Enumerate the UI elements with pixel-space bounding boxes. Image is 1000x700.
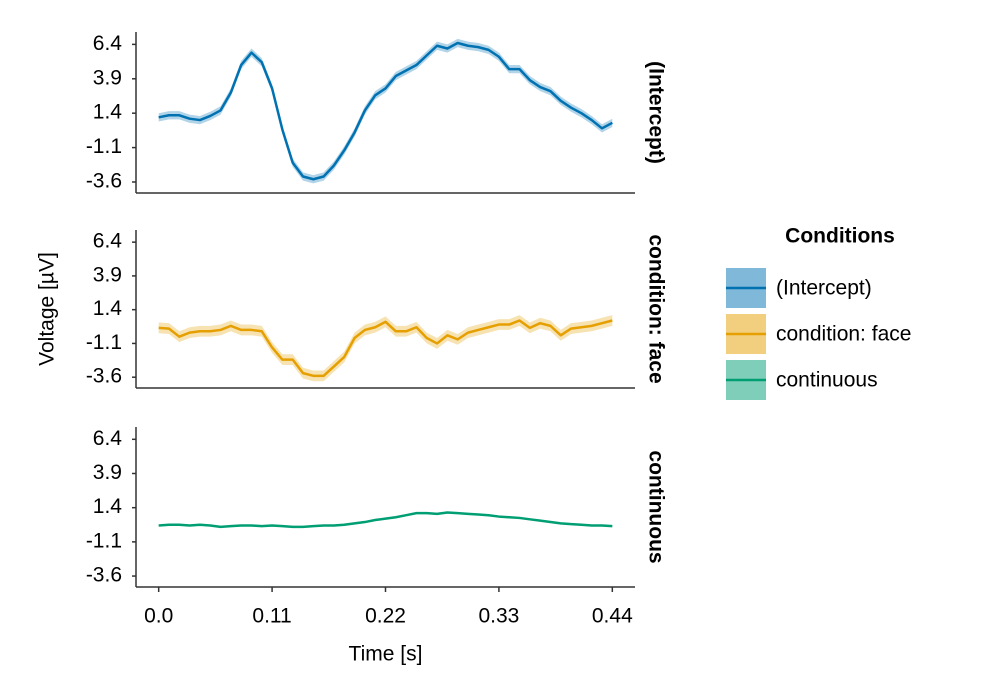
y-tick-label: -1.1 (86, 331, 122, 354)
facet-label: continuous (644, 450, 667, 563)
y-tick-label: -3.6 (86, 564, 122, 587)
line (158, 41, 613, 181)
y-tick-label: 3.9 (93, 66, 122, 89)
legend-label: condition: face (776, 323, 911, 346)
line (158, 319, 613, 378)
y-axis-label: Voltage [µV] (36, 252, 59, 366)
facet-label: (Intercept) (644, 61, 667, 164)
x-tick-label: 0.44 (592, 605, 633, 628)
y-tick-label: 1.4 (93, 101, 123, 124)
x-tick-label: 0.22 (365, 605, 406, 628)
x-axis-label: Time [s] (349, 643, 423, 666)
legend-title: Conditions (785, 225, 895, 248)
y-tick-label: -1.1 (86, 529, 122, 552)
y-tick-label: -3.6 (86, 170, 122, 193)
x-tick-label: 0.33 (478, 605, 519, 628)
y-tick-label: -1.1 (86, 135, 122, 158)
legend-label: (Intercept) (776, 277, 872, 300)
confidence-band (158, 38, 613, 184)
y-tick-label: 3.9 (93, 263, 122, 286)
y-tick-label: 6.4 (93, 32, 123, 55)
y-tick-label: 6.4 (93, 427, 123, 450)
y-tick-label: 3.9 (93, 461, 122, 484)
x-tick-label: 0.0 (144, 605, 173, 628)
x-tick-label: 0.11 (252, 605, 291, 628)
legend-label: continuous (776, 369, 878, 392)
line (158, 511, 613, 529)
y-tick-label: 6.4 (93, 230, 123, 253)
y-tick-label: 1.4 (93, 297, 123, 320)
facet-label: condition: face (644, 234, 667, 383)
y-tick-label: -3.6 (86, 365, 122, 388)
y-tick-label: 1.4 (93, 495, 123, 518)
